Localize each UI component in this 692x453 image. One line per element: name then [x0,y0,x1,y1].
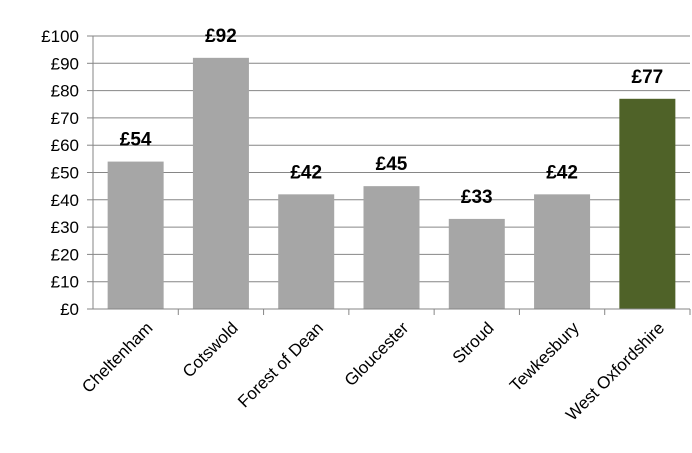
y-tick-label: £70 [51,109,79,128]
data-label: £92 [205,26,237,47]
bar [363,186,420,309]
y-tick-label: £100 [41,27,79,46]
y-tick-label: £60 [51,136,79,155]
bar [278,194,335,309]
y-tick-label: £40 [51,191,79,210]
y-axis-ticks: £0 £10 £20 £30 £40 £50 £60 £70 £80 £90 £100 [41,27,79,319]
bars [107,57,676,310]
data-labels: £54 £92 £42 £45 £33 £42 £77 [120,26,663,208]
bar [192,57,249,310]
bar [107,161,164,309]
y-tick-label: £30 [51,218,79,237]
data-label: £33 [461,187,493,208]
axes [87,35,691,315]
category-label: Gloucester [341,318,413,390]
category-label: Cheltenham [78,318,156,396]
category-label: Stroud [449,318,498,367]
category-label: Tewkesbury [506,318,583,395]
y-tick-label: £90 [51,54,79,73]
data-label: £42 [546,162,578,183]
bar [448,218,505,309]
y-tick-label: £50 [51,164,79,183]
category-label: Cotswold [179,318,242,381]
y-tick-label: £10 [51,273,79,292]
y-tick-label: £80 [51,82,79,101]
data-label: £42 [290,162,322,183]
category-label: Forest of Dean [234,318,327,411]
y-tick-label: £20 [51,245,79,264]
bar [619,98,676,309]
data-label: £54 [120,130,152,151]
data-label: £45 [376,154,408,175]
data-label: £77 [632,67,664,88]
y-tick-label: £0 [60,300,79,319]
bar [534,194,591,309]
